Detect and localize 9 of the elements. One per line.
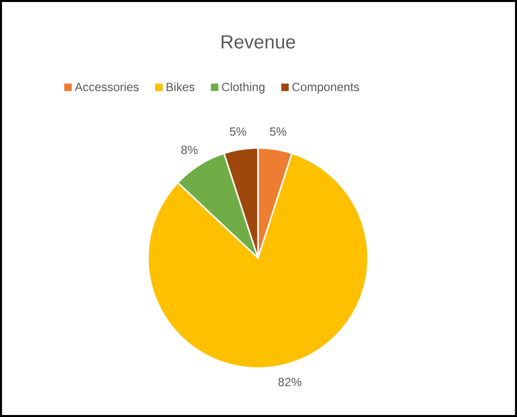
data-label: 8%: [181, 146, 198, 154]
chart-title: Revenue: [222, 35, 296, 49]
legend-label: Accessories: [74, 82, 139, 92]
data-label: 5%: [230, 127, 246, 136]
data-label: 5%: [270, 127, 286, 136]
legend-label: Bikes: [166, 82, 194, 92]
legend-label: Clothing: [222, 82, 264, 94]
data-label: 82%: [278, 378, 302, 386]
legend-label: Components: [292, 82, 360, 94]
